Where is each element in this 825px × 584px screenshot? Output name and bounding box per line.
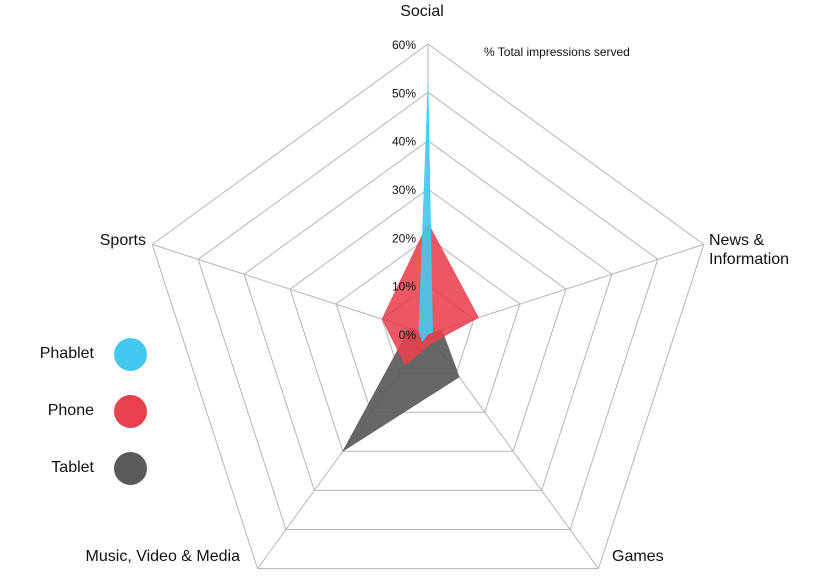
- legend-swatch: [114, 338, 147, 371]
- radar-axis-labels: Social News & Information Games Music, Video…: [86, 3, 790, 565]
- radar-tick-labels: 0% 10% 20% 30% 40% 50% 60%: [392, 38, 416, 342]
- radar-grid: [151, 43, 705, 570]
- legend-label: Tablet: [51, 459, 94, 476]
- grid-ring: [197, 91, 659, 531]
- tick-label: 0%: [399, 328, 417, 342]
- tick-label: 60%: [392, 38, 416, 52]
- tick-label: 20%: [392, 231, 416, 245]
- legend-label: Phone: [47, 402, 94, 419]
- axis-label-3: Games: [612, 548, 664, 565]
- legend-item-phablet: Phablet: [0, 335, 160, 375]
- axis-label-line: Information: [709, 251, 789, 268]
- grid-ring: [151, 43, 705, 570]
- radar-series: [342, 82, 479, 453]
- grid-ring: [289, 188, 567, 452]
- axis-label-4: Music, Video & Media: [86, 548, 241, 565]
- axis-label-1: Social: [400, 3, 444, 20]
- axis-label-line: Social: [400, 3, 444, 20]
- axis-label-line: Games: [612, 548, 664, 565]
- tick-label: 50%: [392, 86, 416, 100]
- axis-label-line: Music, Video & Media: [86, 548, 241, 565]
- legend-swatch: [114, 452, 147, 485]
- tick-label: 10%: [392, 280, 416, 294]
- axis-label-line: News &: [709, 232, 764, 249]
- axis-label-line: Sports: [100, 232, 146, 249]
- legend-item-tablet: Tablet: [0, 449, 160, 489]
- chart-note: % Total impressions served: [484, 45, 630, 59]
- axis-label-2: News & Information: [709, 232, 789, 268]
- series-area-phablet: [418, 82, 433, 343]
- legend-item-phone: Phone: [0, 392, 160, 432]
- axis-label-5: Sports: [100, 232, 146, 249]
- grid-ring: [243, 140, 613, 491]
- grid-ring: [335, 236, 521, 413]
- legend-label: Phablet: [39, 345, 94, 362]
- legend-swatch: [114, 395, 147, 428]
- tick-label: 30%: [392, 183, 416, 197]
- tick-label: 40%: [392, 135, 416, 149]
